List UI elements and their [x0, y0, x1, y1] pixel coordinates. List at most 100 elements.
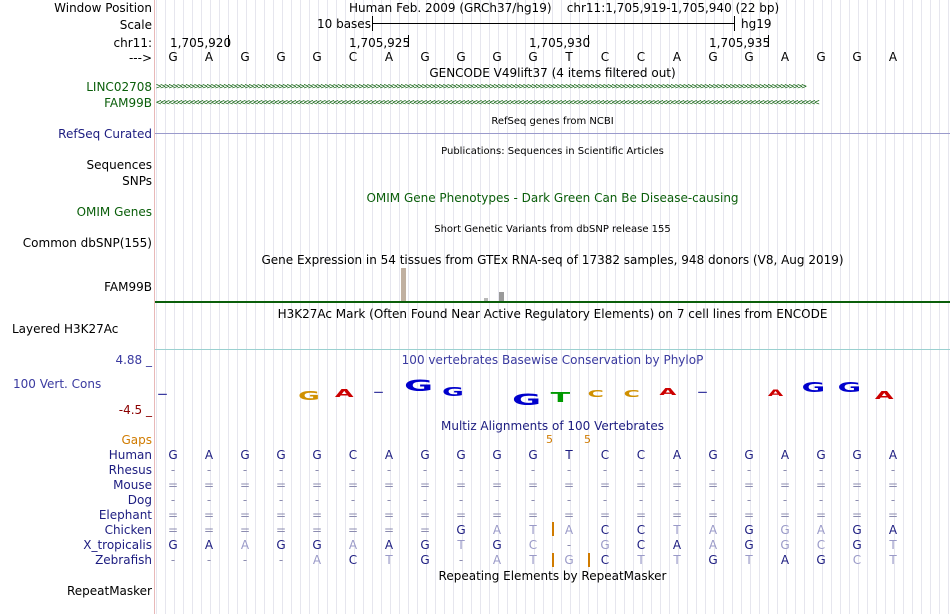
alignment-base: G	[708, 553, 718, 567]
alignment-base: -	[206, 493, 212, 507]
chromosome-label: chr11:	[113, 36, 152, 50]
grid-line	[606, 0, 607, 614]
alignment-base: =	[239, 508, 251, 522]
alignment-base: =	[383, 478, 395, 492]
alignment-base: -	[494, 493, 500, 507]
ruler-tick	[408, 35, 409, 47]
phylop-logo-letter: A	[874, 389, 894, 402]
phylop-logo-letter: G	[298, 389, 320, 403]
alignment-base: G	[456, 523, 466, 537]
grid-line	[939, 0, 940, 614]
phylop-logo-letter: G	[512, 390, 542, 409]
track-label-linc02708[interactable]: LINC02708	[86, 80, 152, 94]
alignment-base: -	[278, 463, 284, 477]
linc02708-gene-arrows[interactable]: >>>>>>>>>>>>>>>>>>>>>>>>>>>>>>>>>>>>>>>>…	[156, 82, 807, 92]
ruler-tick	[588, 35, 589, 47]
track-label-repeatmasker[interactable]: RepeatMasker	[66, 584, 152, 598]
grid-line	[300, 0, 301, 614]
alignment-base: =	[455, 478, 467, 492]
alignment-base: -	[746, 463, 752, 477]
grid-line	[309, 0, 310, 614]
grid-line	[876, 0, 877, 614]
sequence-base: G	[276, 50, 286, 64]
position-text: chr11:1,705,919-1,705,940 (22 bp)	[566, 1, 780, 15]
alignment-base: -	[566, 538, 572, 552]
grid-line	[885, 0, 886, 614]
track-label-snps[interactable]: SNPs	[122, 174, 152, 188]
phylop-logo-letter: G	[837, 381, 862, 396]
sequence-base: G	[528, 50, 538, 64]
omim-track-title: OMIM Gene Phenotypes - Dark Green Can Be…	[366, 191, 739, 205]
alignment-base: -	[386, 493, 392, 507]
grid-line	[867, 0, 868, 614]
grid-line	[156, 0, 157, 614]
track-label-common-dbsnp[interactable]: Common dbSNP(155)	[22, 236, 152, 250]
dbsnp-track-title: Short Genetic Variants from dbSNP releas…	[434, 224, 671, 235]
grid-line	[525, 0, 526, 614]
alignment-base: T	[637, 553, 645, 567]
grid-line	[651, 0, 652, 614]
grid-line	[291, 0, 292, 614]
species-label[interactable]: Rhesus	[108, 463, 152, 477]
track-label-refseq[interactable]: RefSeq Curated	[58, 127, 152, 141]
alignment-base: T	[673, 553, 681, 567]
grid-line	[336, 0, 337, 614]
alignment-base: -	[818, 463, 824, 477]
species-label[interactable]: Elephant	[98, 508, 152, 522]
alignment-base: C	[348, 553, 358, 567]
gtex-bar[interactable]	[484, 298, 488, 301]
species-label[interactable]: X_tropicalis	[83, 538, 152, 552]
gap-marker	[552, 553, 554, 567]
grid-line	[714, 0, 715, 614]
alignment-base: G	[168, 538, 178, 552]
alignment-base: -	[350, 493, 356, 507]
fam99b-gene-arrows[interactable]: <<<<<<<<<<<<<<<<<<<<<<<<<<<<<<<<<<<<<<<<…	[156, 98, 820, 108]
sequence-base: C	[600, 50, 610, 64]
alignment-base: =	[203, 508, 215, 522]
species-label[interactable]: Zebrafish	[95, 553, 152, 567]
grid-line	[390, 0, 391, 614]
grid-line	[273, 0, 274, 614]
gtex-bar[interactable]	[401, 268, 406, 301]
alignment-base: -	[638, 463, 644, 477]
phylop-logo-letter: –	[373, 387, 384, 398]
species-label[interactable]: Chicken	[104, 523, 152, 537]
alignment-base: =	[779, 478, 791, 492]
alignment-base: G	[600, 538, 610, 552]
gtex-bar[interactable]	[499, 292, 504, 301]
phylop-logo-letter: A	[659, 387, 677, 398]
alignment-base: =	[311, 508, 323, 522]
alignment-base: -	[566, 493, 572, 507]
track-label-h3k27ac[interactable]: Layered H3K27Ac	[12, 322, 119, 336]
alignment-base: -	[710, 463, 716, 477]
species-label[interactable]: Dog	[127, 493, 152, 507]
grid-line	[192, 0, 193, 614]
alignment-base: G	[420, 538, 430, 552]
alignment-base: A	[312, 553, 322, 567]
alignment-base: G	[240, 448, 250, 462]
alignment-base: A	[780, 553, 790, 567]
alignment-base: -	[386, 463, 392, 477]
alignment-base: T	[673, 523, 681, 537]
ruler-position: 1,705,930	[529, 36, 591, 50]
grid-line	[705, 0, 706, 614]
sequence-base: T	[565, 50, 573, 64]
species-label[interactable]: Human	[108, 448, 152, 462]
track-label-omim[interactable]: OMIM Genes	[76, 205, 152, 219]
grid-line	[561, 0, 562, 614]
track-label-sequences[interactable]: Sequences	[86, 158, 152, 172]
grid-line	[174, 0, 175, 614]
grid-line	[624, 0, 625, 614]
ruler-position: 1,705,925	[349, 36, 411, 50]
alignment-base: A	[780, 448, 790, 462]
track-label-gtex-fam99b[interactable]: FAM99B	[104, 280, 152, 294]
alignment-base: =	[887, 478, 899, 492]
track-label-fam99b[interactable]: FAM99B	[104, 96, 152, 110]
alignment-base: C	[636, 538, 646, 552]
alignment-base: G	[852, 523, 862, 537]
track-label-vert-cons[interactable]: 100 Vert. Cons	[13, 377, 102, 391]
grid-line	[435, 0, 436, 614]
species-label[interactable]: Mouse	[113, 478, 152, 492]
grid-line	[858, 0, 859, 614]
